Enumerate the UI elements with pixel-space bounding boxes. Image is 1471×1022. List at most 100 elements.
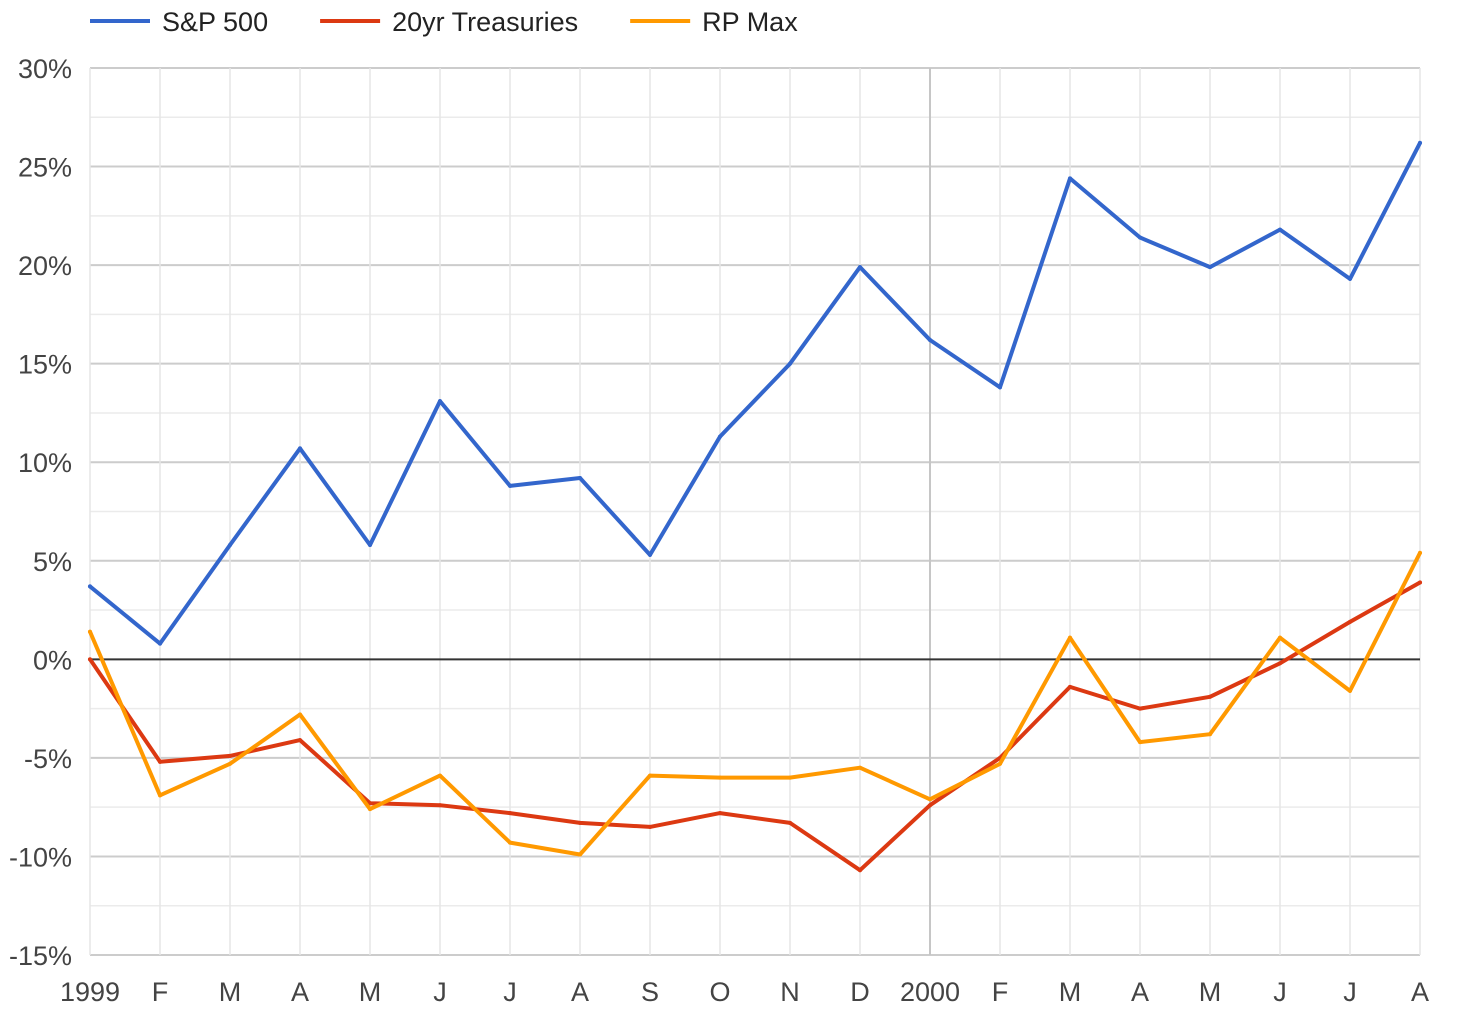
data-point	[578, 820, 582, 825]
data-point	[508, 811, 512, 816]
data-point	[928, 797, 932, 802]
x-tick-label: 1999	[60, 977, 120, 1007]
y-tick-label: 15%	[18, 350, 72, 380]
x-tick-label: O	[709, 977, 730, 1007]
data-point	[1138, 235, 1142, 240]
data-point	[158, 641, 162, 646]
data-point	[648, 552, 652, 557]
data-point	[648, 824, 652, 829]
data-point	[858, 868, 862, 873]
data-point	[578, 475, 582, 480]
data-point	[158, 759, 162, 764]
data-point	[1068, 176, 1072, 181]
y-tick-label: 30%	[18, 54, 72, 84]
legend: S&P 500 20yr Treasuries RP Max	[90, 7, 798, 37]
data-point	[1418, 550, 1422, 555]
series-lines	[88, 140, 1422, 873]
data-point	[1278, 661, 1282, 666]
data-point	[1208, 694, 1212, 699]
gridlines	[89, 67, 1421, 956]
x-tick-label: S	[641, 977, 659, 1007]
y-tick-label: 5%	[33, 547, 72, 577]
data-point	[1278, 227, 1282, 232]
data-point	[368, 801, 372, 806]
y-tick-label: -15%	[9, 941, 72, 971]
data-point	[1138, 706, 1142, 711]
data-point	[368, 807, 372, 812]
data-point	[158, 793, 162, 798]
data-point	[228, 761, 232, 766]
data-point	[718, 775, 722, 780]
data-point	[438, 399, 442, 404]
x-tick-label: D	[850, 977, 870, 1007]
data-point	[1418, 580, 1422, 585]
data-point	[998, 385, 1002, 390]
x-tick-label: 2000	[900, 977, 960, 1007]
x-tick-label: F	[992, 977, 1009, 1007]
data-point	[1278, 635, 1282, 640]
data-point	[298, 712, 302, 717]
data-point	[508, 483, 512, 488]
series-line	[88, 550, 1422, 857]
data-point	[298, 446, 302, 451]
x-tick-label: J	[503, 977, 517, 1007]
x-tick-label: A	[291, 977, 309, 1007]
data-point	[368, 543, 372, 548]
legend-label: RP Max	[702, 7, 798, 37]
data-point	[788, 361, 792, 366]
data-point	[1208, 732, 1212, 737]
data-point	[508, 840, 512, 845]
data-point	[1348, 276, 1352, 281]
data-point	[438, 773, 442, 778]
data-point	[298, 738, 302, 743]
data-point	[228, 543, 232, 548]
x-tick-label: N	[780, 977, 800, 1007]
data-point	[88, 657, 92, 662]
data-point	[1138, 740, 1142, 745]
data-point	[88, 584, 92, 589]
data-point	[788, 820, 792, 825]
y-tick-label: -5%	[24, 744, 72, 774]
x-tick-label: F	[152, 977, 169, 1007]
data-point	[228, 753, 232, 758]
data-point	[88, 629, 92, 634]
y-tick-label: -10%	[9, 842, 72, 872]
x-tick-label: M	[1199, 977, 1222, 1007]
data-point	[928, 338, 932, 343]
x-tick-label: A	[1131, 977, 1149, 1007]
data-point	[1068, 635, 1072, 640]
y-tick-label: 20%	[18, 251, 72, 281]
data-point	[858, 265, 862, 270]
y-tick-label: 25%	[18, 153, 72, 183]
axes: 30% 25% 20% 15% 10% 5% 0% -5% -10% -15% 1999 F M A M J J…	[9, 54, 1429, 1007]
x-tick-label: M	[359, 977, 382, 1007]
data-point	[1348, 619, 1352, 624]
data-point	[858, 765, 862, 770]
data-point	[1348, 688, 1352, 693]
data-point	[788, 775, 792, 780]
data-point	[1208, 265, 1212, 270]
data-point	[1068, 684, 1072, 689]
x-tick-label: J	[433, 977, 447, 1007]
legend-label: 20yr Treasuries	[392, 7, 578, 37]
x-tick-label: A	[571, 977, 589, 1007]
x-tick-label: M	[1059, 977, 1082, 1007]
series-line	[88, 580, 1422, 873]
data-point	[928, 803, 932, 808]
data-point	[718, 811, 722, 816]
data-point	[718, 434, 722, 439]
y-tick-label: 0%	[33, 645, 72, 675]
x-tick-label: A	[1411, 977, 1429, 1007]
series-line	[88, 140, 1422, 646]
data-point	[578, 852, 582, 857]
data-point	[438, 803, 442, 808]
data-point	[648, 773, 652, 778]
x-tick-label: J	[1343, 977, 1357, 1007]
legend-label: S&P 500	[162, 7, 268, 37]
x-tick-label: M	[219, 977, 242, 1007]
data-point	[1418, 140, 1422, 145]
x-tick-label: J	[1273, 977, 1287, 1007]
y-tick-label: 10%	[18, 448, 72, 478]
